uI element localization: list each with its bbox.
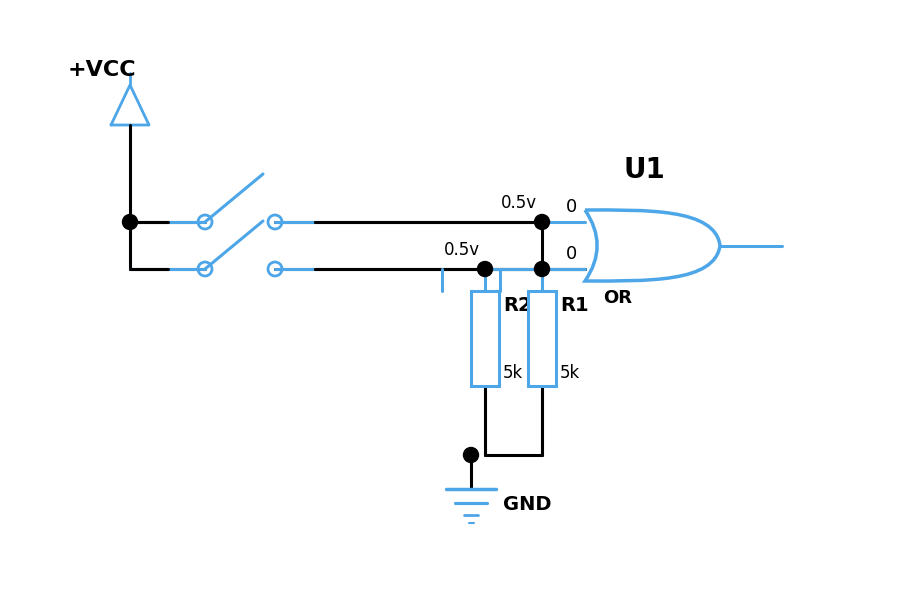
Bar — [528, 291, 556, 386]
Circle shape — [122, 214, 138, 229]
PathPatch shape — [585, 210, 720, 281]
Text: +VCC: +VCC — [68, 60, 137, 80]
Text: 5k: 5k — [503, 364, 523, 382]
Circle shape — [535, 214, 550, 229]
Circle shape — [464, 447, 479, 463]
Text: R1: R1 — [560, 296, 589, 315]
Circle shape — [478, 262, 492, 277]
Text: 0: 0 — [566, 245, 577, 263]
Text: R2: R2 — [503, 296, 532, 315]
Text: 0.5v: 0.5v — [501, 194, 537, 212]
Text: OR: OR — [603, 289, 632, 307]
Text: GND: GND — [503, 495, 552, 514]
Text: 5k: 5k — [560, 364, 580, 382]
Circle shape — [535, 262, 550, 277]
Text: U1: U1 — [623, 156, 665, 184]
Text: 0: 0 — [566, 198, 577, 216]
Bar — [471, 291, 499, 386]
Text: 0.5v: 0.5v — [444, 241, 480, 259]
